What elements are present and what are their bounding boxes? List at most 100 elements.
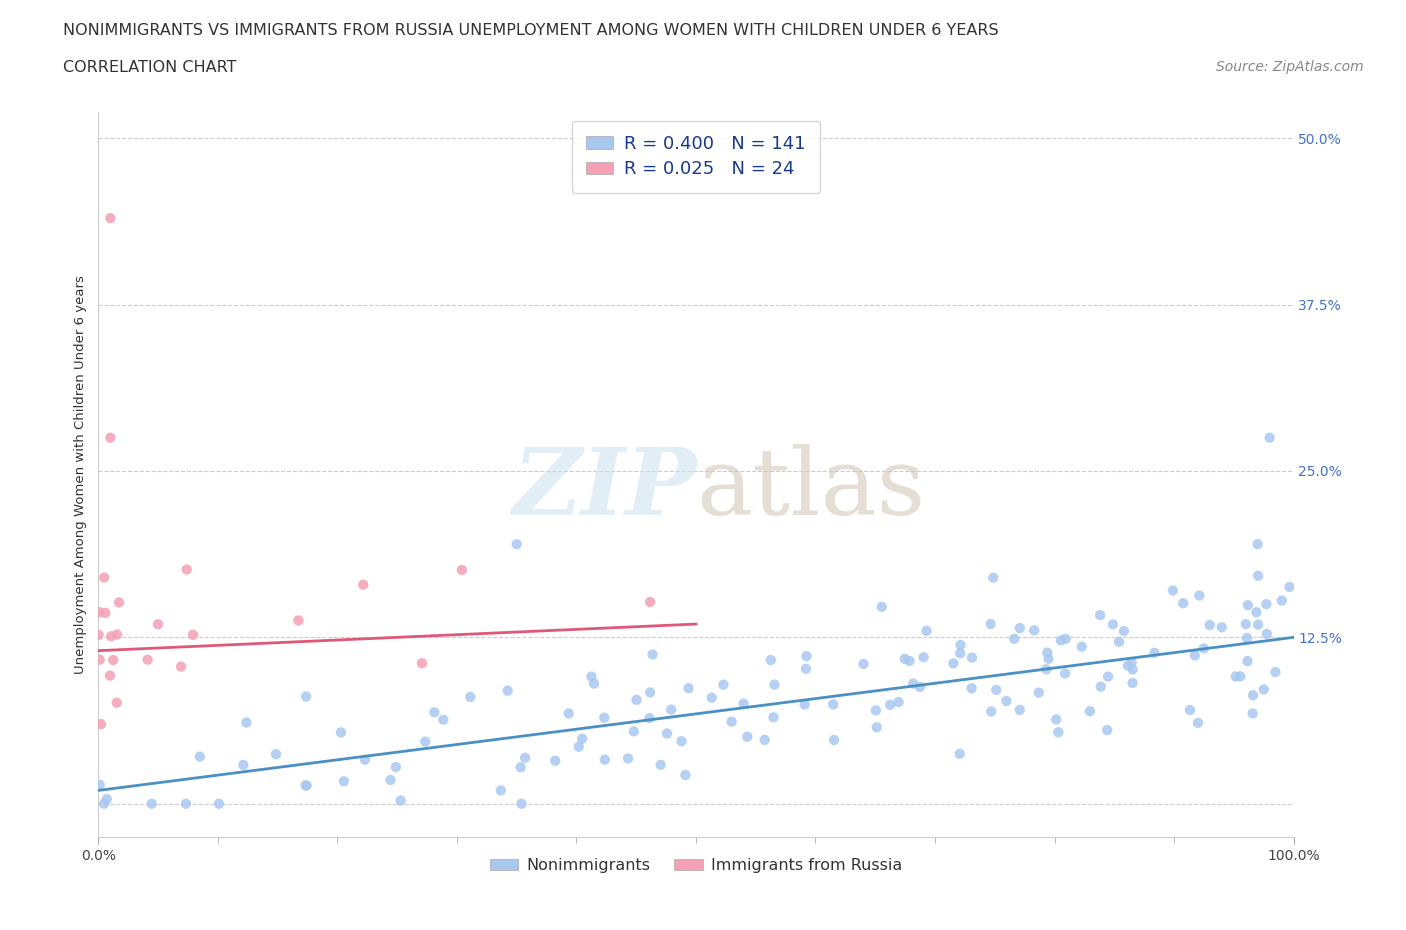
Point <box>1002 631 1025 646</box>
Point <box>912 650 935 665</box>
Point <box>1264 665 1286 680</box>
Point <box>1253 682 1275 697</box>
Point <box>593 752 616 767</box>
Point <box>1258 431 1281 445</box>
Point <box>659 702 682 717</box>
Text: CORRELATION CHART: CORRELATION CHART <box>63 60 236 75</box>
Point <box>623 724 645 738</box>
Point <box>93 570 115 585</box>
Point <box>763 677 786 692</box>
Point <box>865 703 887 718</box>
Point <box>333 774 356 789</box>
Point <box>1198 618 1220 632</box>
Point <box>1035 662 1057 677</box>
Point <box>582 676 605 691</box>
Point <box>593 711 616 725</box>
Point <box>908 680 931 695</box>
Point <box>329 725 352 740</box>
Point <box>1187 715 1209 730</box>
Point <box>87 628 110 643</box>
Point <box>915 623 938 638</box>
Text: Source: ZipAtlas.com: Source: ZipAtlas.com <box>1216 60 1364 74</box>
Point <box>174 796 197 811</box>
Point <box>852 657 875 671</box>
Point <box>671 734 693 749</box>
Point <box>93 796 115 811</box>
Point <box>294 777 316 792</box>
Point <box>638 711 661 725</box>
Point <box>1247 537 1270 551</box>
Point <box>960 650 983 665</box>
Point <box>1241 706 1264 721</box>
Point <box>380 773 402 788</box>
Point <box>141 796 163 811</box>
Y-axis label: Unemployment Among Women with Children Under 6 years: Unemployment Among Women with Children U… <box>75 275 87 673</box>
Point <box>1028 685 1050 700</box>
Point <box>986 683 1008 698</box>
Point <box>89 652 111 667</box>
Point <box>1047 724 1070 739</box>
Point <box>1236 631 1258 645</box>
Point <box>287 613 309 628</box>
Point <box>208 796 231 811</box>
Point <box>295 778 318 793</box>
Point <box>568 739 591 754</box>
Point <box>1278 579 1301 594</box>
Point <box>1192 641 1215 656</box>
Point <box>1241 688 1264 703</box>
Point <box>89 604 111 619</box>
Point <box>762 710 785 724</box>
Point <box>942 656 965 671</box>
Point <box>105 696 128 711</box>
Point <box>98 668 121 683</box>
Point <box>170 659 193 674</box>
Point <box>1143 645 1166 660</box>
Point <box>1090 679 1112 694</box>
Point <box>506 537 529 551</box>
Point <box>1236 654 1258 669</box>
Point <box>1095 723 1118 737</box>
Point <box>513 751 536 765</box>
Point <box>557 706 579 721</box>
Point <box>1256 597 1278 612</box>
Point <box>1173 596 1195 611</box>
Point <box>980 617 1002 631</box>
Point <box>678 681 700 696</box>
Point <box>626 692 648 707</box>
Text: NONIMMIGRANTS VS IMMIGRANTS FROM RUSSIA UNEMPLOYMENT AMONG WOMEN WITH CHILDREN U: NONIMMIGRANTS VS IMMIGRANTS FROM RUSSIA … <box>63 23 998 38</box>
Point <box>981 570 1004 585</box>
Point <box>898 654 921 669</box>
Point <box>98 431 122 445</box>
Point <box>1008 620 1031 635</box>
Point <box>796 649 818 664</box>
Point <box>89 777 111 792</box>
Point <box>733 697 755 711</box>
Point <box>793 698 815 712</box>
Point <box>496 684 519 698</box>
Point <box>1122 662 1144 677</box>
Point <box>1102 617 1125 631</box>
Point <box>1256 627 1278 642</box>
Point <box>1112 624 1135 639</box>
Point <box>641 647 664 662</box>
Point <box>949 747 972 762</box>
Point <box>737 729 759 744</box>
Point <box>887 695 910 710</box>
Point <box>1237 598 1260 613</box>
Point <box>1045 712 1067 727</box>
Point <box>720 714 742 729</box>
Point <box>96 791 118 806</box>
Point <box>232 758 254 773</box>
Point <box>995 694 1018 709</box>
Point <box>1054 666 1077 681</box>
Point <box>1038 651 1060 666</box>
Point <box>901 676 924 691</box>
Point <box>489 783 512 798</box>
Point <box>136 652 159 667</box>
Point <box>870 600 893 615</box>
Point <box>650 757 672 772</box>
Point <box>1097 670 1119 684</box>
Point <box>352 578 374 592</box>
Point <box>1024 623 1046 638</box>
Point <box>1116 658 1139 673</box>
